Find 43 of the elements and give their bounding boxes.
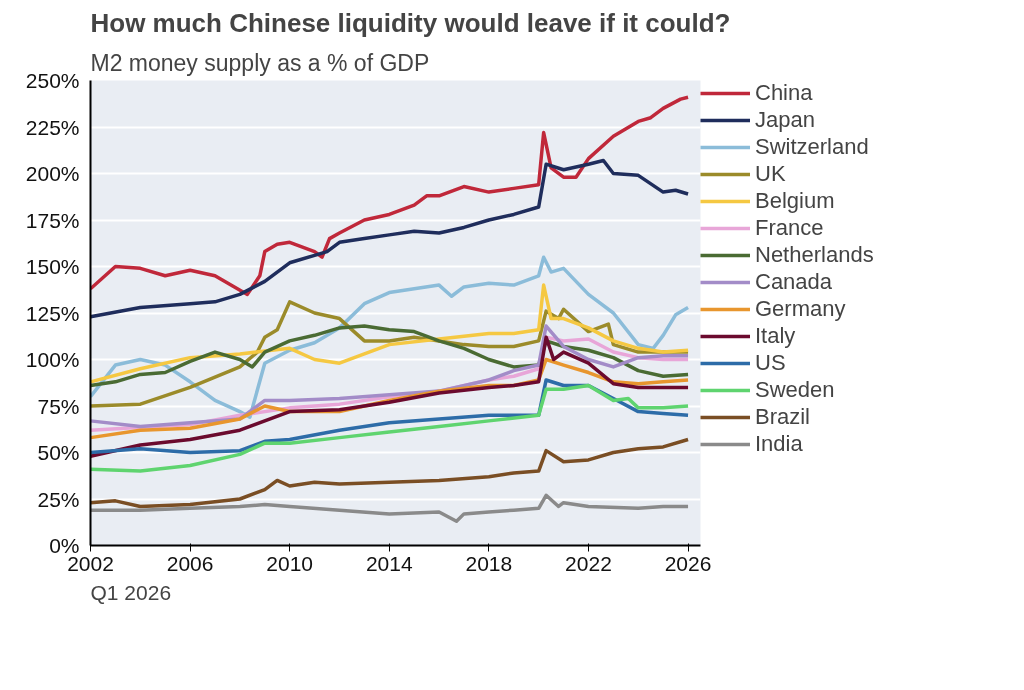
y-tick-label: 225% (25, 115, 80, 139)
legend-label: Italy (755, 323, 796, 349)
line-series (90, 335, 690, 458)
line-series (90, 255, 690, 419)
legend-label: Japan (755, 107, 815, 133)
legend-label: UK (755, 161, 786, 187)
y-tick-label: 125% (25, 301, 80, 325)
text: Q1 2026 (90, 580, 172, 604)
legend-label: Sweden (755, 377, 835, 403)
line-series (90, 383, 690, 473)
y-tick-label: 175% (25, 208, 80, 232)
legend-label: Germany (755, 296, 846, 322)
legend-label: US (755, 350, 786, 376)
legend-label: Canada (755, 269, 833, 295)
line-series (90, 283, 690, 384)
line-series (90, 493, 690, 524)
y-tick-label: 100% (25, 348, 80, 371)
legend-label: Netherlands (755, 242, 874, 268)
x-tick-label: 2022 (565, 551, 612, 575)
y-tick-label: 75% (37, 394, 80, 418)
legend-label: China (755, 80, 813, 106)
y-tick-label: 200% (25, 162, 80, 185)
legend-label: Switzerland (755, 134, 869, 160)
y-tick-label: 0% (49, 534, 80, 557)
line-series (90, 324, 690, 388)
line-series (90, 437, 690, 509)
line-series (90, 158, 690, 319)
legend-label: India (755, 431, 803, 457)
x-tick-label: 2006 (166, 551, 214, 575)
chart-title: How much Chinese liquidity would leave if it could? (90, 7, 731, 38)
legend-label: France (755, 215, 824, 241)
y-tick-label: 150% (25, 255, 80, 278)
x-tick-label: 2014 (365, 551, 413, 575)
x-tick-label: 2018 (465, 551, 513, 575)
y-tick-label: 250% (25, 69, 80, 92)
x-tick-label: 2010 (266, 551, 314, 575)
legend-label: Brazil (755, 404, 811, 430)
chart-subtitle: M2 money supply as a % of GDP (90, 49, 430, 76)
line-series (90, 95, 690, 297)
y-tick-label: 50% (37, 441, 80, 464)
x-tick-label: 2026 (664, 551, 712, 575)
legend-label: Belgium (755, 188, 835, 214)
y-tick-label: 25% (37, 487, 80, 511)
